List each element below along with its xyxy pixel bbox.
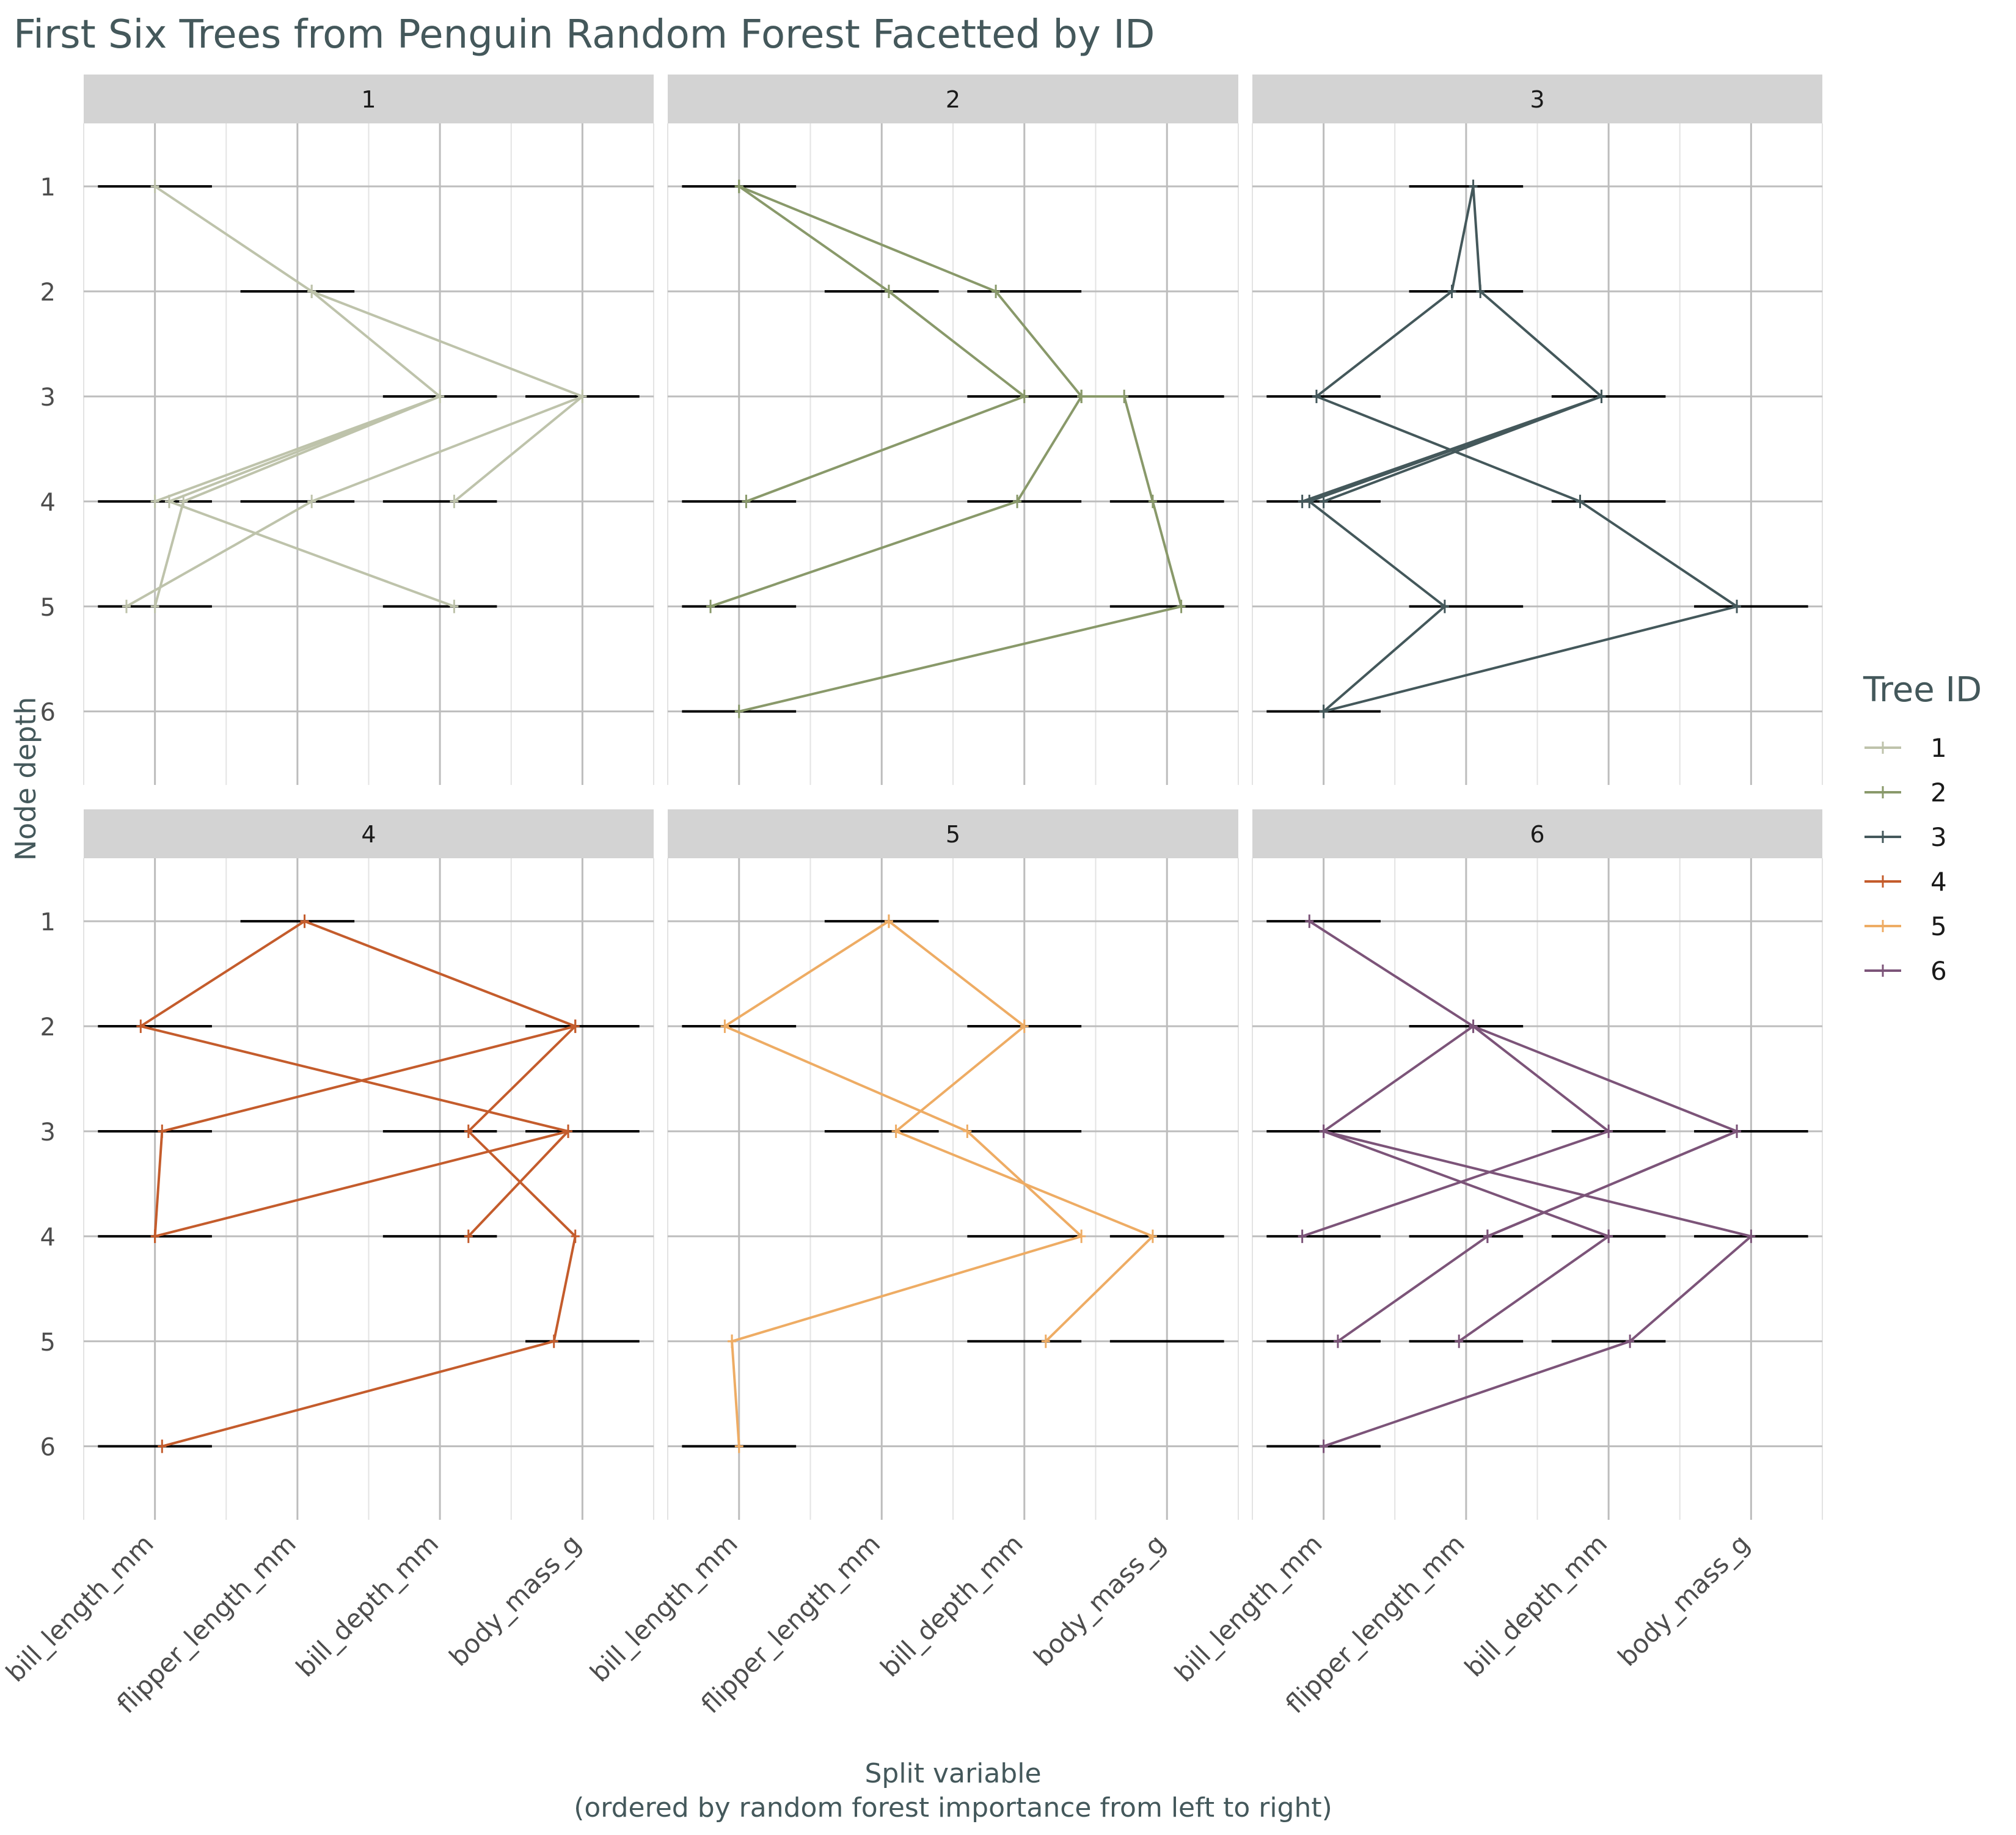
y-tick-label: 3	[40, 1118, 56, 1147]
facet-strip-label: 5	[946, 821, 960, 848]
y-tick-label: 3	[40, 384, 56, 412]
facet-panel-5: 5bill_length_mmflipper_length_mmbill_dep…	[584, 809, 1239, 1719]
legend-title: Tree ID	[1863, 670, 1982, 710]
y-tick-label: 5	[40, 594, 56, 622]
facet-strip-label: 6	[1530, 821, 1544, 848]
facet-strip-label: 4	[361, 821, 376, 848]
x-tick-label: bill_depth_mm	[875, 1528, 1029, 1682]
tree-path-line	[155, 1130, 569, 1238]
x-tick-label: bill_depth_mm	[290, 1528, 444, 1682]
y-tick-label: 4	[40, 1224, 56, 1252]
facet-panel-4: 4123456bill_length_mmflipper_length_mmbi…	[0, 809, 654, 1719]
y-axis-title: Node depth	[9, 697, 42, 861]
tree-path-line	[1458, 1235, 1610, 1343]
legend-entry-label: 3	[1930, 822, 1947, 852]
x-tick-label: body_mass_g	[1028, 1528, 1172, 1672]
x-tick-label: bill_length_mm	[0, 1528, 159, 1687]
y-tick-label: 2	[40, 1013, 56, 1042]
x-tick-label: bill_length_mm	[1169, 1528, 1328, 1687]
y-tick-label: 4	[40, 489, 56, 517]
y-tick-label: 5	[40, 1329, 56, 1357]
facet-strip	[84, 809, 654, 858]
legend-entry-label: 4	[1930, 867, 1947, 897]
legend-entry-label: 6	[1930, 956, 1947, 986]
facet-panel-3: 3	[1252, 75, 1823, 785]
facet-strip-label: 1	[361, 86, 376, 113]
tree-path-line	[1301, 395, 1602, 503]
tree-path-line	[1323, 1130, 1753, 1448]
tree-path-line	[1309, 920, 1609, 1238]
facet-strip	[668, 75, 1238, 123]
facet-panel-2: 2	[667, 75, 1239, 785]
facet-strip-label: 2	[946, 86, 960, 113]
facet-strip-label: 3	[1530, 86, 1544, 113]
facet-panel-1: 1 1 2 3 4 5 6	[40, 75, 654, 785]
y-tick-label: 6	[40, 1434, 56, 1462]
x-tick-label: bill_length_mm	[584, 1528, 743, 1687]
legend: Tree ID 1 2 3 4 5 6	[1863, 670, 1982, 986]
tree-path-line	[738, 185, 1026, 503]
facet-panel-6: 6bill_length_mmflipper_length_mmbill_dep…	[1169, 809, 1823, 1719]
facet-strip	[84, 75, 654, 123]
facet-strip	[1252, 809, 1822, 858]
x-axis-title: Split variable	[864, 1758, 1041, 1789]
tree-path-line	[139, 920, 569, 1238]
y-tick-label: 1	[40, 908, 56, 936]
legend-entry-label: 2	[1930, 778, 1947, 808]
facet-strip	[668, 809, 1238, 858]
y-tick-label: 1	[40, 173, 56, 202]
x-tick-label: body_mass_g	[444, 1528, 587, 1672]
x-tick-label: body_mass_g	[1612, 1528, 1756, 1672]
x-axis-subtitle: (ordered by random forest importance fro…	[574, 1792, 1332, 1823]
y-tick-label: 6	[40, 699, 56, 727]
tree-path-line	[739, 395, 1183, 713]
tree-path-line	[453, 395, 583, 503]
facet-strip	[1252, 75, 1822, 123]
tree-path-line	[153, 920, 577, 1237]
x-tick-label: bill_depth_mm	[1459, 1528, 1613, 1682]
tree-path-line	[1315, 186, 1739, 713]
legend-entry-label: 1	[1930, 733, 1947, 763]
legend-entry-label: 5	[1930, 911, 1947, 941]
tree-path-line	[731, 1341, 740, 1446]
tree-path-line	[1487, 1130, 1737, 1238]
chart-title: First Six Trees from Penguin Random Fore…	[13, 12, 1155, 57]
y-tick-label: 2	[40, 279, 56, 307]
